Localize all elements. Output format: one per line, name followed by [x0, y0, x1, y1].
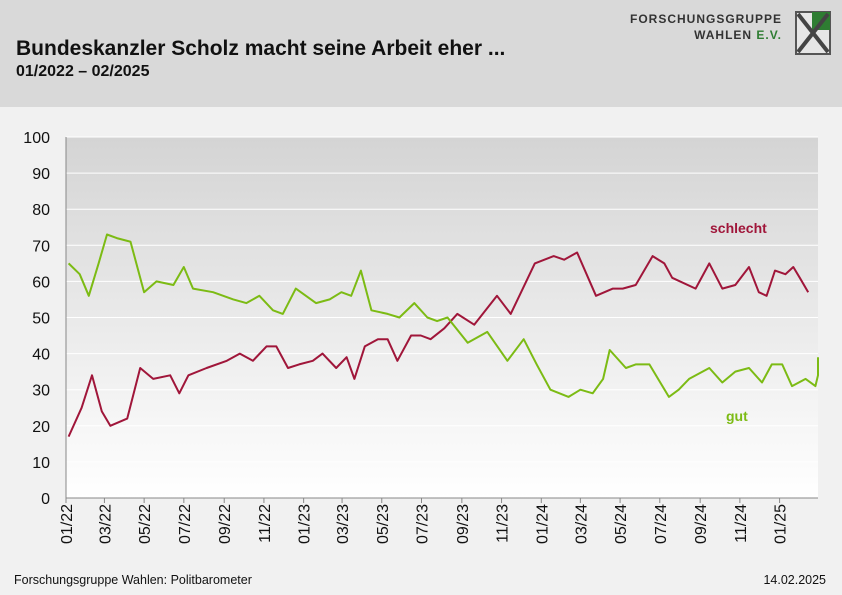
x-tick-label: 03/24	[573, 504, 590, 544]
y-tick-label: 50	[32, 311, 50, 328]
y-tick-label: 60	[32, 274, 50, 291]
chart-title: Bundeskanzler Scholz macht seine Arbeit …	[16, 37, 506, 60]
y-tick-label: 10	[32, 455, 50, 472]
x-axis: 01/22 03/22 05/22 07/22 09/22 11/22 01/23 03/23…	[59, 498, 790, 544]
x-tick-label: 05/22	[137, 504, 154, 544]
x-tick-label: 07/24	[653, 504, 670, 544]
y-axis: 0 10 20 30 40 50 60 70 80 90 100	[23, 130, 818, 508]
x-tick-label: 11/22	[257, 504, 274, 543]
logo-text-line1: FORSCHUNGSGRUPPE	[629, 12, 782, 26]
x-tick-label: 09/22	[217, 504, 234, 544]
logo-text-line2: WAHLEN E.V.	[694, 28, 782, 42]
y-tick-label: 0	[41, 491, 50, 508]
x-tick-label: 01/25	[773, 504, 790, 544]
series-lines	[67, 233, 819, 438]
x-tick-label: 07/23	[414, 504, 431, 544]
y-tick-label: 90	[32, 166, 50, 183]
y-tick-label: 40	[32, 347, 50, 364]
x-tick-label: 01/22	[59, 504, 76, 544]
x-tick-label: 09/23	[455, 504, 472, 544]
x-tick-label: 05/23	[375, 504, 392, 544]
x-tick-label: 11/23	[495, 504, 512, 543]
logo-text-wahlen: WAHLEN	[694, 28, 757, 42]
logo: FORSCHUNGSGRUPPE WAHLEN E.V.	[604, 8, 834, 58]
y-tick-label: 80	[32, 202, 50, 219]
logo-ballot-icon	[795, 11, 831, 55]
series-line-gut	[67, 233, 819, 398]
chart-subtitle: 01/2022 – 02/2025	[16, 63, 150, 80]
y-tick-label: 100	[23, 130, 50, 147]
publish-date: 14.02.2025	[763, 573, 826, 587]
x-tick-label: 03/22	[97, 504, 114, 544]
x-tick-label: 11/24	[733, 504, 750, 543]
x-tick-label: 03/23	[335, 504, 352, 544]
x-tick-label: 01/23	[297, 504, 314, 544]
source-note: Forschungsgruppe Wahlen: Politbarometer	[14, 573, 252, 587]
series-line-schlecht	[67, 251, 810, 438]
logo-text-ev: E.V.	[756, 28, 782, 42]
header-band	[0, 0, 842, 107]
y-tick-label: 20	[32, 419, 50, 436]
series-label-gut: gut	[726, 408, 748, 424]
x-tick-label: 09/24	[693, 504, 710, 544]
x-tick-label: 05/24	[613, 504, 630, 544]
x-tick-label: 07/22	[177, 504, 194, 544]
x-tick-label: 01/24	[534, 504, 551, 544]
series-label-schlecht: schlecht	[710, 220, 767, 236]
y-tick-label: 30	[32, 383, 50, 400]
y-tick-label: 70	[32, 238, 50, 255]
